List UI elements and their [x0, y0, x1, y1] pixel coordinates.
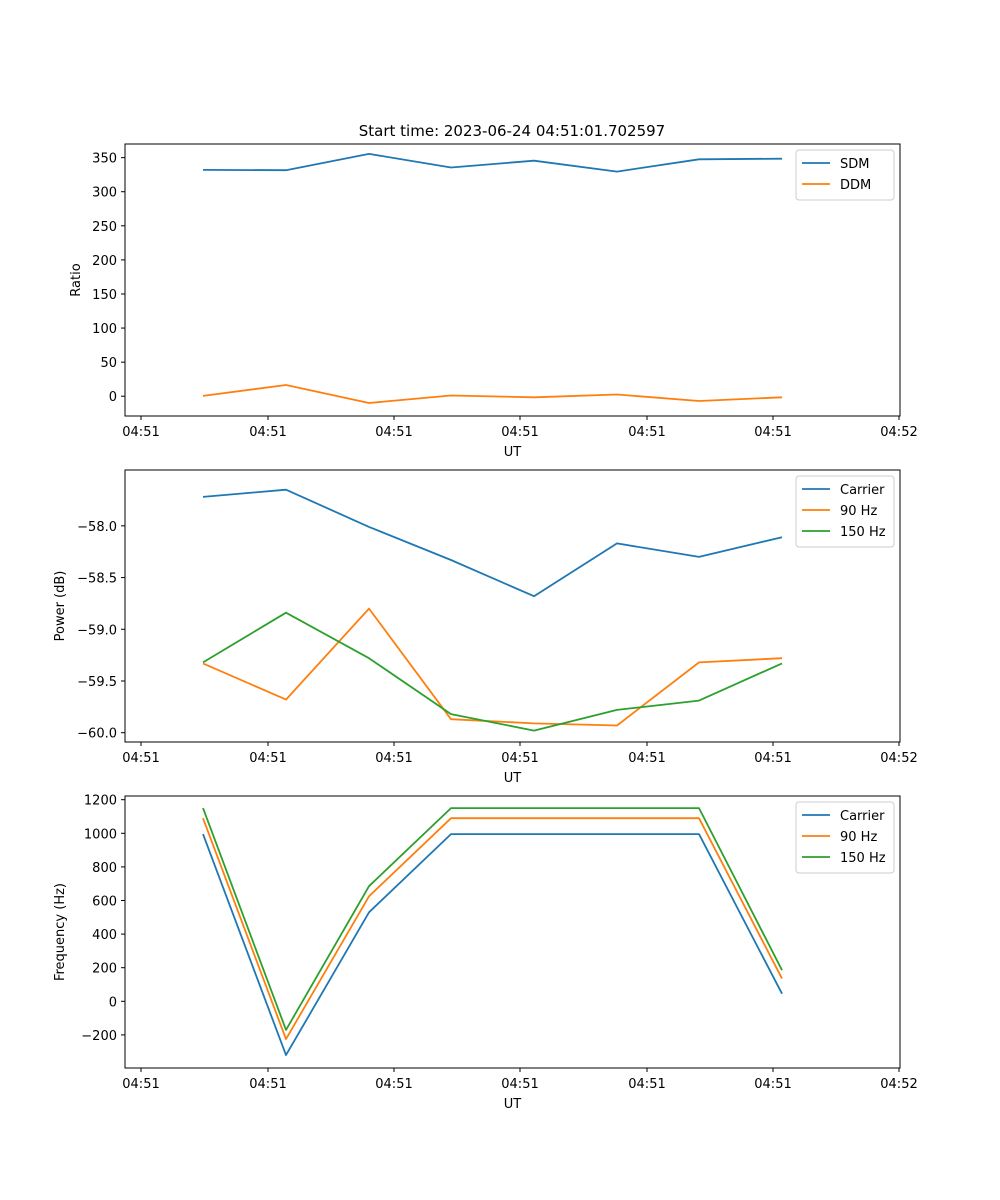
x-tick-label: 04:51	[501, 751, 538, 766]
series-line-90-hz	[202, 607, 783, 727]
y-tick-label: −59.5	[77, 675, 117, 690]
y-tick-label: 250	[92, 220, 117, 235]
axes-frame	[124, 143, 901, 417]
figure-title: Start time: 2023-06-24 04:51:01.702597	[359, 122, 665, 140]
chart-panel-1: 04:51 04:51 04:51 04:51 04:51 04:51 04:52 0 50 10…	[69, 143, 918, 460]
series-line-sdm	[202, 152, 783, 173]
y-tick-label: 800	[92, 861, 117, 876]
y-tick-label: 0	[109, 995, 117, 1010]
x-tick-label: 04:51	[375, 1077, 412, 1092]
legend-entry: 150 Hz	[840, 851, 886, 866]
x-tick-label: 04:51	[122, 751, 159, 766]
y-axis-label: Frequency (Hz)	[53, 883, 68, 981]
y-tick-label: −58.0	[77, 520, 117, 535]
y-axis-label: Power (dB)	[53, 571, 68, 642]
chart-panel-3: 04:51 04:51 04:51 04:51 04:51 04:51 04:52 −200 0…	[53, 794, 918, 1112]
x-tick-label: 04:51	[754, 751, 791, 766]
y-tick-label: 0	[109, 390, 117, 405]
legend-entry: SDM	[840, 157, 869, 172]
x-tick-label: 04:51	[501, 425, 538, 440]
legend: SDM DDM	[795, 149, 895, 201]
legend-entry: 90 Hz	[840, 830, 877, 845]
series-line-carrier	[202, 488, 783, 598]
series-line-150-hz	[202, 611, 783, 732]
series-line-150-hz	[202, 807, 783, 1031]
x-tick-label: 04:51	[628, 751, 665, 766]
legend-entry: 90 Hz	[840, 504, 877, 519]
legend-frame	[795, 475, 895, 548]
y-tick-label: −200	[81, 1029, 117, 1044]
chart-panel-2: 04:51 04:51 04:51 04:51 04:51 04:51 04:52 −58.0…	[53, 469, 918, 786]
x-tick-label: 04:51	[754, 1077, 791, 1092]
x-tick-label: 04:51	[375, 751, 412, 766]
y-tick-label: 400	[92, 928, 117, 943]
x-tick-label: 04:51	[628, 1077, 665, 1092]
y-tick-label: 50	[100, 356, 117, 371]
x-tick-label: 04:51	[754, 425, 791, 440]
legend-entry: DDM	[840, 178, 871, 193]
y-tick-label: −60.0	[77, 727, 117, 742]
x-axis-label: UT	[504, 445, 522, 460]
legend: Carrier 90 Hz 150 Hz	[795, 801, 895, 874]
series-line-ddm	[202, 384, 783, 404]
x-tick-label: 04:51	[249, 751, 286, 766]
series-line-carrier	[202, 833, 783, 1056]
x-tick-label: 04:52	[880, 425, 917, 440]
y-tick-label: 150	[92, 288, 117, 303]
legend-frame	[795, 801, 895, 874]
axes-frame	[124, 795, 901, 1069]
y-axis-label: Ratio	[69, 263, 84, 296]
x-axis-label: UT	[504, 771, 522, 786]
x-tick-label: 04:52	[880, 751, 917, 766]
axes-frame	[124, 469, 901, 743]
x-tick-label: 04:51	[501, 1077, 538, 1092]
x-tick-label: 04:51	[122, 425, 159, 440]
y-tick-label: −58.5	[77, 572, 117, 587]
series-line-90-hz	[202, 817, 783, 1040]
x-tick-label: 04:51	[628, 425, 665, 440]
y-tick-label: 100	[92, 322, 117, 337]
x-tick-label: 04:51	[122, 1077, 159, 1092]
y-tick-label: 300	[92, 186, 117, 201]
legend-entry: Carrier	[840, 809, 885, 824]
legend-entry: Carrier	[840, 483, 885, 498]
legend: Carrier 90 Hz 150 Hz	[795, 475, 895, 548]
x-tick-label: 04:51	[249, 425, 286, 440]
y-tick-label: 200	[92, 254, 117, 269]
x-tick-label: 04:51	[249, 1077, 286, 1092]
x-tick-label: 04:52	[880, 1077, 917, 1092]
y-tick-label: 350	[92, 152, 117, 167]
x-tick-label: 04:51	[375, 425, 412, 440]
legend-entry: 150 Hz	[840, 525, 886, 540]
y-tick-label: 200	[92, 962, 117, 977]
y-tick-label: 600	[92, 894, 117, 909]
y-tick-label: −59.0	[77, 623, 117, 638]
y-tick-label: 1000	[84, 827, 117, 842]
x-axis-label: UT	[504, 1097, 522, 1112]
y-tick-label: 1200	[84, 794, 117, 809]
